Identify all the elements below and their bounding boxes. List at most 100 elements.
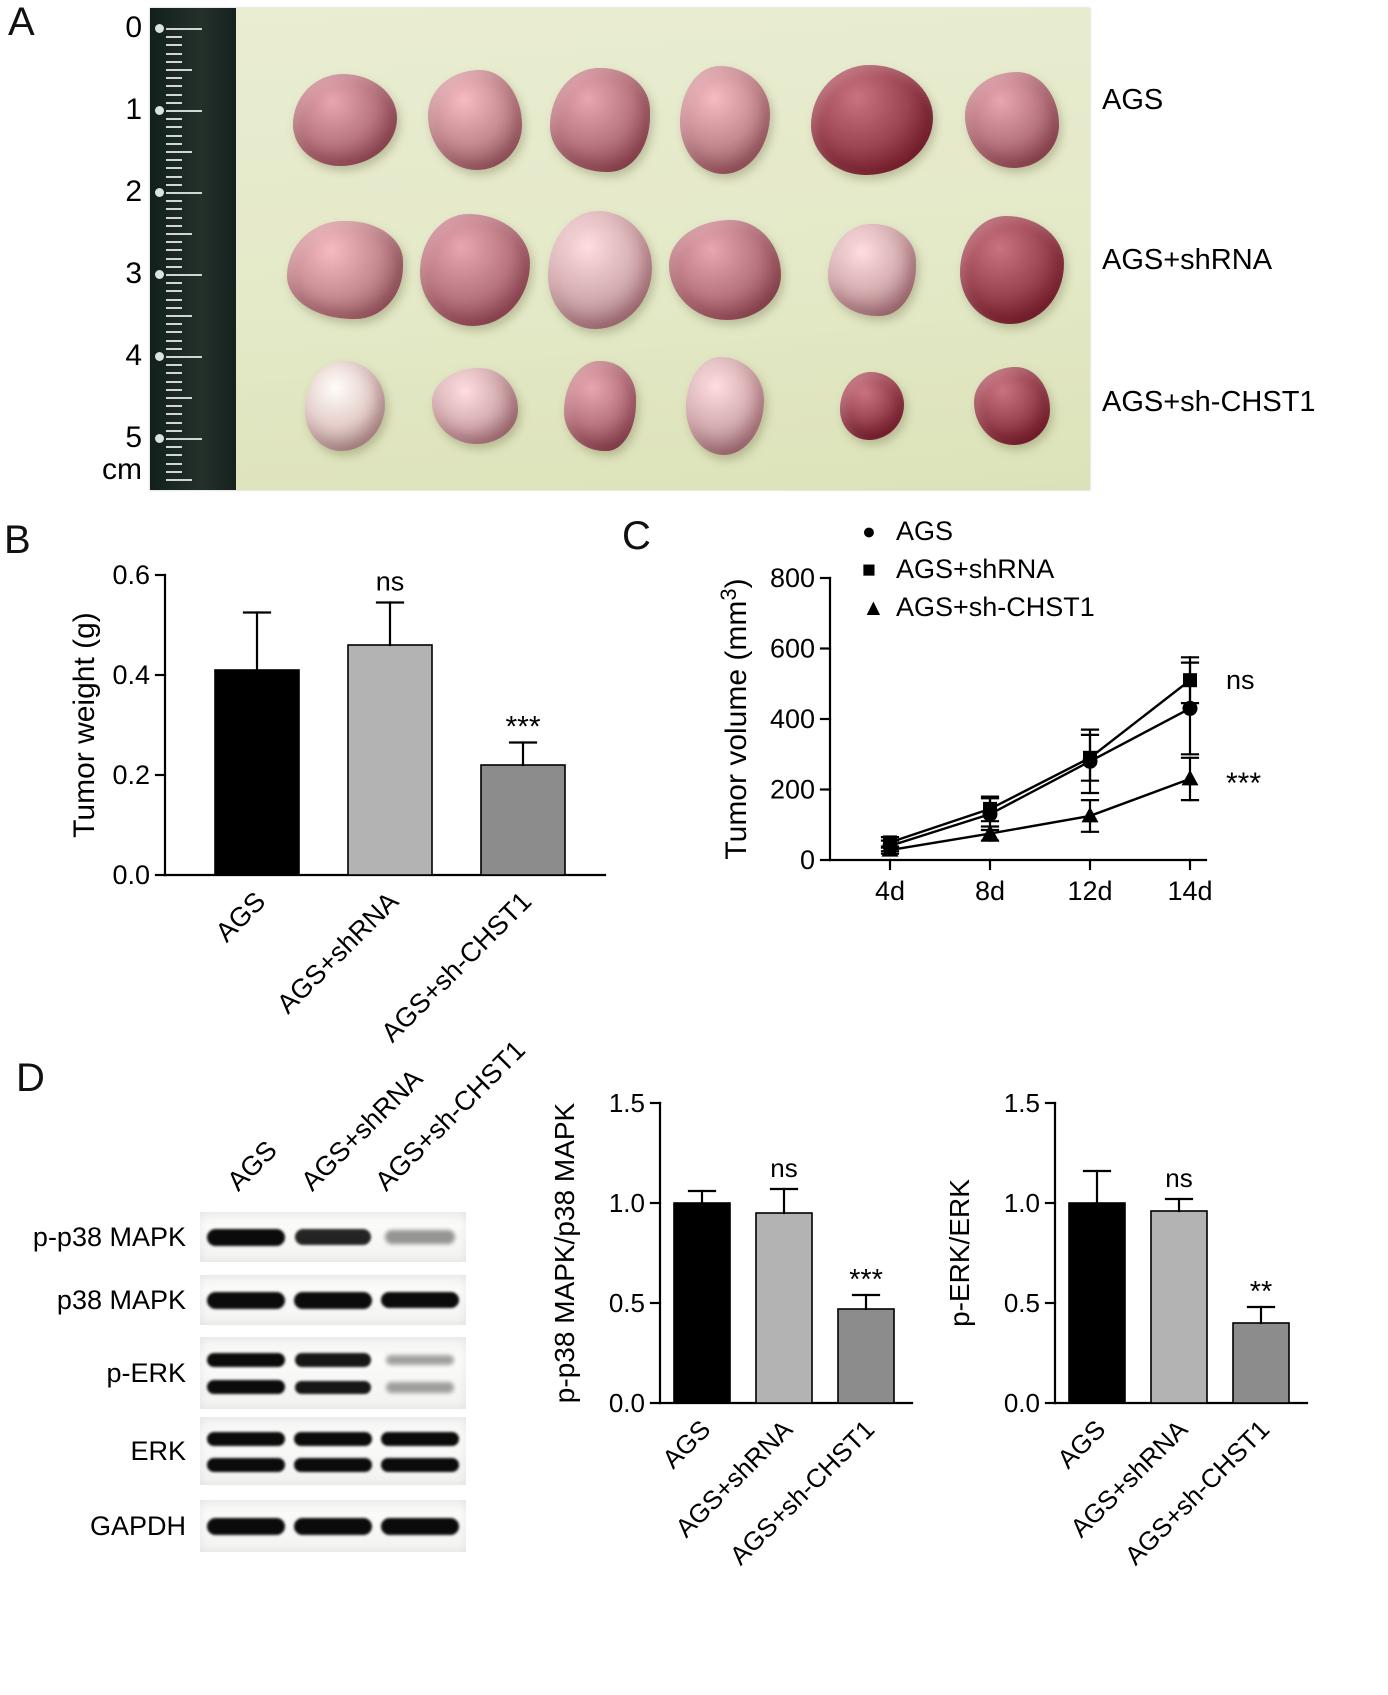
marker-square	[983, 801, 997, 816]
tumor	[548, 211, 652, 329]
ruler-tick	[166, 134, 182, 137]
marker-square	[1083, 750, 1097, 765]
series-line	[889, 777, 1191, 852]
bar	[347, 644, 433, 876]
ruler-tick	[166, 233, 192, 235]
legend-marker-square-icon: ■	[862, 555, 876, 582]
ruler-tick	[166, 421, 182, 424]
y-axis-title: p-ERK/ERK	[944, 1179, 975, 1327]
ruler-tick	[166, 52, 182, 55]
ruler-tick	[166, 257, 182, 260]
y-tick-label: 200	[770, 775, 815, 805]
ruler-number-5: 5	[125, 421, 142, 454]
y-tick-label: 0.4	[112, 660, 150, 690]
blot-image	[200, 1417, 466, 1485]
significance-label: ns	[1226, 665, 1255, 695]
ruler-tick	[166, 380, 182, 383]
bar	[673, 1202, 731, 1404]
tumor	[828, 224, 916, 316]
marker-circle	[1182, 700, 1198, 716]
y-tick-label: 0.0	[609, 1388, 645, 1418]
ruler-tick	[166, 388, 182, 391]
tumor	[965, 72, 1059, 168]
ruler-dot	[155, 188, 164, 197]
x-category-label: AGS	[1051, 1414, 1111, 1474]
ruler-tick	[166, 339, 182, 342]
ruler-tick	[166, 159, 182, 162]
blot-row: p38 MAPK	[28, 1275, 498, 1325]
tumor	[550, 68, 650, 172]
ruler-number-2: 2	[125, 175, 142, 208]
ruler-tick	[166, 216, 182, 219]
blot-band	[385, 1354, 455, 1366]
blot-band	[385, 1382, 455, 1393]
blot-row: GAPDH	[28, 1500, 498, 1552]
y-tick-label: 1.0	[609, 1188, 645, 1218]
blot-band	[294, 1291, 372, 1309]
tumor-photo	[150, 8, 1090, 490]
x-category-label: AGS+sh-CHST1	[724, 1414, 881, 1571]
ruler-tick	[166, 438, 202, 440]
legend-label: AGS+sh-CHST1	[896, 591, 1095, 622]
ruler-tick	[166, 470, 182, 473]
tumor	[669, 220, 781, 320]
y-axis-title: Tumor volume (mm3)	[716, 578, 753, 859]
ruler-tick	[166, 454, 182, 457]
x-category-label: AGS+shRNA	[271, 886, 404, 1019]
group-label-ags: AGS	[1102, 84, 1164, 116]
y-axis-title: p-p38 MAPK/p38 MAPK	[549, 1102, 580, 1403]
tumor	[811, 65, 933, 175]
y-tick-label: 0.2	[112, 760, 150, 790]
blot-band	[207, 1291, 285, 1309]
blot-band	[294, 1380, 372, 1395]
blot-band	[294, 1457, 372, 1472]
y-tick-label: 1.5	[609, 1088, 645, 1118]
ruler-tick	[166, 208, 182, 211]
group-label-ags-shrna: AGS+shRNA	[1102, 244, 1273, 276]
blot-row: p-ERK	[28, 1337, 498, 1409]
chart-legend: ● AGS ■ AGS+shRNA ▲ AGS+sh-CHST1	[862, 512, 1095, 626]
ruler-tick	[166, 298, 182, 301]
tumor	[305, 361, 385, 451]
bar	[1232, 1322, 1290, 1404]
panel-c-label: C	[622, 514, 651, 558]
tumor	[680, 66, 770, 174]
blot-band	[385, 1230, 455, 1244]
legend-label: AGS	[896, 515, 954, 546]
ruler-tick	[166, 241, 182, 244]
tumor	[686, 357, 764, 455]
ruler-tick	[166, 306, 182, 309]
ruler-tick	[166, 347, 182, 350]
x-tick-label: 14d	[1167, 876, 1212, 906]
ruler-tick	[166, 413, 182, 416]
series-line	[889, 707, 1191, 848]
marker-triangle	[881, 841, 899, 857]
panel-a-label: A	[8, 0, 35, 44]
blot-image	[200, 1275, 466, 1325]
blot-label: p38 MAPK	[56, 1284, 186, 1315]
blot-image	[200, 1500, 466, 1552]
blot-band	[294, 1431, 372, 1446]
ruler-tick	[166, 142, 182, 145]
ruler-tick	[166, 405, 182, 408]
ruler-tick	[166, 290, 182, 293]
ruler-tick	[166, 151, 192, 153]
marker-triangle	[1081, 806, 1099, 823]
ruler-tick	[166, 101, 182, 104]
bar	[837, 1308, 895, 1404]
ruler-tick	[166, 479, 192, 481]
ruler-tick	[166, 356, 202, 358]
ruler-unit-label: cm	[102, 453, 142, 486]
ruler-tick	[166, 274, 202, 276]
y-tick-label: 0.5	[609, 1288, 645, 1318]
ruler-tick	[166, 93, 182, 96]
ruler-tick	[166, 265, 182, 268]
lane-label-ags: AGS	[221, 1134, 283, 1197]
blot-band	[295, 1228, 371, 1245]
blot-band	[381, 1457, 459, 1472]
ruler-tick	[166, 110, 202, 112]
tumor-weight-chart: 0.0 0.2 0.4 0.6 Tumor weight (g) AGS ns AGS+shR…	[68, 560, 607, 1048]
ruler-tick	[166, 175, 182, 178]
blot-band	[207, 1457, 285, 1472]
